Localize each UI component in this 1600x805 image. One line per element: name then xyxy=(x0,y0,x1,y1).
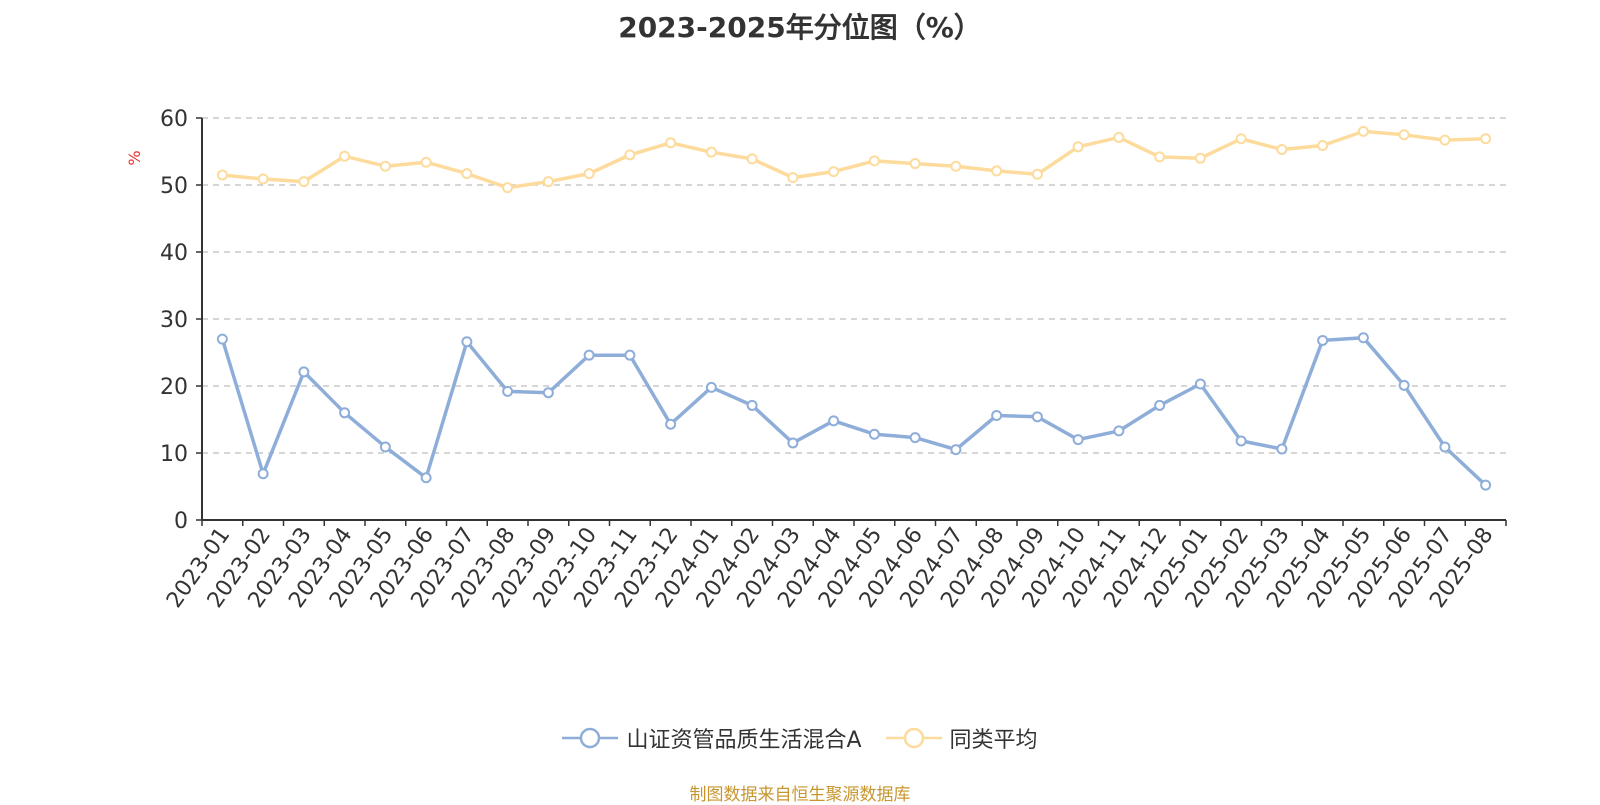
data-point xyxy=(787,437,799,449)
data-point xyxy=(909,432,921,444)
legend: 山证资管品质生活混合A 同类平均 xyxy=(0,722,1600,756)
source-note: 制图数据来自恒生聚源数据库 xyxy=(689,785,911,805)
data-point xyxy=(828,166,840,178)
grid-lines xyxy=(202,117,1506,454)
data-point xyxy=(339,150,351,162)
data-point xyxy=(1072,141,1084,153)
series-group xyxy=(216,125,1492,491)
data-point xyxy=(1357,332,1369,344)
data-point xyxy=(1480,479,1492,491)
data-point xyxy=(624,149,636,161)
y-tick-label: 60 xyxy=(160,107,188,132)
data-point xyxy=(746,153,758,165)
data-point xyxy=(1317,334,1329,346)
data-point xyxy=(705,381,717,393)
y-tick-label: 20 xyxy=(160,375,188,400)
data-point xyxy=(1317,139,1329,151)
data-point xyxy=(379,441,391,453)
data-point xyxy=(461,336,473,348)
data-point xyxy=(991,165,1003,177)
data-point xyxy=(705,146,717,158)
data-point xyxy=(257,173,269,185)
data-point xyxy=(420,472,432,484)
legend-label: 山证资管品质生活混合A xyxy=(626,728,862,753)
data-point xyxy=(1194,378,1206,390)
data-point xyxy=(257,468,269,480)
data-point xyxy=(379,160,391,172)
data-point xyxy=(542,176,554,188)
series-line xyxy=(220,336,1488,487)
data-point xyxy=(1031,411,1043,423)
data-point xyxy=(583,168,595,180)
y-tick-label: 10 xyxy=(160,442,188,467)
data-point xyxy=(1113,131,1125,143)
data-point xyxy=(1031,168,1043,180)
data-point xyxy=(787,172,799,184)
data-point xyxy=(1113,425,1125,437)
data-point xyxy=(828,415,840,427)
series-1 xyxy=(216,332,1492,491)
data-point xyxy=(950,444,962,456)
legend-label: 同类平均 xyxy=(949,728,1038,753)
legend-swatch-icon xyxy=(562,727,619,749)
y-tick-label: 30 xyxy=(160,308,188,333)
legend-swatch-icon xyxy=(885,727,942,749)
data-point xyxy=(1439,134,1451,146)
data-point xyxy=(909,158,921,170)
data-point xyxy=(339,407,351,419)
data-point xyxy=(298,366,310,378)
y-tick-label: 0 xyxy=(174,509,188,534)
data-point xyxy=(1276,443,1288,455)
data-point xyxy=(583,349,595,361)
data-point xyxy=(868,155,880,167)
series-2 xyxy=(216,125,1492,194)
y-tick-label: 50 xyxy=(160,174,188,199)
data-point xyxy=(665,418,677,430)
data-point xyxy=(1154,399,1166,411)
data-point xyxy=(502,385,514,397)
data-point xyxy=(542,387,554,399)
data-point xyxy=(216,169,228,181)
data-point xyxy=(746,399,758,411)
data-point xyxy=(950,160,962,172)
data-point xyxy=(1480,133,1492,145)
data-point xyxy=(624,349,636,361)
data-point xyxy=(1072,434,1084,446)
chart-title: 2023-2025年分位图（%） xyxy=(618,11,982,44)
data-point xyxy=(298,176,310,188)
data-point xyxy=(868,428,880,440)
y-tick-label: 40 xyxy=(160,241,188,266)
axes xyxy=(196,117,1507,526)
data-point xyxy=(502,182,514,194)
data-point xyxy=(1357,125,1369,137)
data-point xyxy=(991,409,1003,421)
data-point xyxy=(1398,129,1410,141)
legend-item[interactable]: 山证资管品质生活混合A xyxy=(562,722,862,754)
data-point xyxy=(665,137,677,149)
legend-item[interactable]: 同类平均 xyxy=(885,722,1038,754)
y-axis-label: % xyxy=(125,150,144,165)
data-point xyxy=(1154,151,1166,163)
data-point xyxy=(1439,441,1451,453)
data-point xyxy=(1398,379,1410,391)
data-point xyxy=(1194,152,1206,164)
data-point xyxy=(1235,133,1247,145)
data-point xyxy=(216,333,228,345)
data-point xyxy=(461,168,473,180)
data-point xyxy=(420,156,432,168)
data-point xyxy=(1235,435,1247,447)
x-tick-labels: 2023-012023-022023-032023-042023-052023-… xyxy=(162,523,1498,613)
data-point xyxy=(1276,143,1288,155)
y-tick-labels: 0 10 20 30 40 50 60 xyxy=(160,107,188,534)
series-line xyxy=(220,129,1488,190)
